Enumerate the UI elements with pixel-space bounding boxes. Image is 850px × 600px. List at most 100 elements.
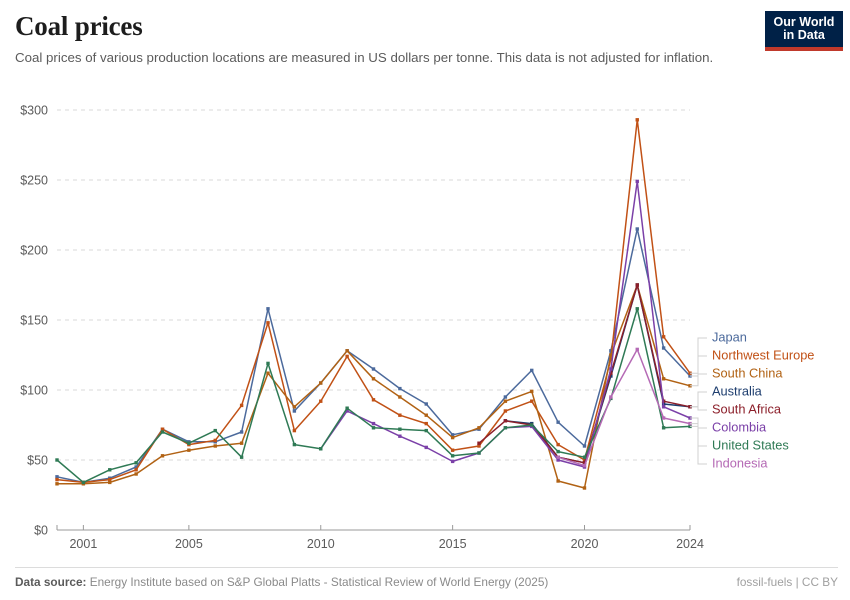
data-point[interactable] [609, 357, 613, 361]
data-point[interactable] [503, 395, 508, 399]
data-point[interactable] [424, 421, 428, 426]
data-point[interactable] [213, 444, 217, 448]
legend-item-indonesia[interactable]: Indonesia [712, 455, 768, 470]
data-point[interactable] [661, 377, 666, 381]
legend-item-colombia[interactable]: Colombia [712, 419, 767, 434]
line-chart-svg[interactable]: $0$50$100$150$200$250$300 2001 2005 2010 20… [0, 98, 850, 549]
data-series[interactable] [55, 118, 692, 490]
data-point[interactable] [55, 458, 59, 462]
series-united-states[interactable] [55, 307, 692, 485]
legend-item-united-states[interactable]: United States [712, 437, 789, 452]
series-australia[interactable] [503, 283, 692, 465]
data-point[interactable] [635, 227, 639, 231]
data-point[interactable] [239, 403, 244, 408]
data-point[interactable] [213, 438, 217, 443]
data-point[interactable] [450, 459, 455, 464]
footer-license[interactable]: fossil-fuels | CC BY [736, 574, 838, 589]
data-point[interactable] [266, 361, 270, 366]
series-line[interactable] [56, 284, 691, 489]
data-point[interactable] [266, 371, 270, 375]
data-point[interactable] [635, 179, 639, 184]
data-point[interactable] [530, 389, 534, 394]
data-point[interactable] [635, 347, 639, 352]
data-point[interactable] [292, 409, 297, 413]
data-point[interactable] [503, 399, 508, 403]
data-point[interactable] [319, 399, 323, 403]
data-point[interactable] [371, 426, 376, 430]
data-point[interactable] [424, 402, 428, 406]
data-point[interactable] [477, 441, 481, 445]
data-point[interactable] [635, 307, 639, 311]
data-point[interactable] [371, 398, 376, 402]
data-point[interactable] [450, 433, 455, 437]
data-point[interactable] [239, 441, 244, 445]
series-south-china[interactable] [55, 283, 692, 490]
data-point[interactable] [582, 486, 587, 490]
data-point[interactable] [582, 444, 587, 448]
data-point[interactable] [398, 434, 402, 438]
data-point[interactable] [450, 448, 455, 452]
data-point[interactable] [609, 371, 613, 375]
data-point[interactable] [477, 426, 481, 430]
data-point[interactable] [609, 349, 613, 353]
data-point[interactable] [556, 420, 560, 424]
data-point[interactable] [108, 480, 112, 485]
data-point[interactable] [609, 395, 613, 399]
data-point[interactable] [556, 458, 560, 462]
data-point[interactable] [292, 428, 297, 433]
series-line[interactable] [478, 284, 691, 464]
data-point[interactable] [187, 441, 191, 445]
data-point[interactable] [398, 427, 402, 431]
data-point[interactable] [477, 451, 481, 455]
data-point[interactable] [266, 307, 270, 311]
legend-item-northwest-europe[interactable]: Northwest Europe [712, 347, 814, 362]
data-point[interactable] [371, 377, 376, 381]
data-point[interactable] [424, 445, 428, 450]
data-point[interactable] [609, 353, 613, 357]
data-point[interactable] [55, 482, 59, 486]
data-point[interactable] [187, 448, 191, 452]
data-point[interactable] [530, 423, 534, 427]
data-point[interactable] [213, 428, 217, 433]
series-line[interactable] [56, 308, 691, 484]
series-line[interactable] [557, 348, 691, 467]
data-point[interactable] [503, 409, 508, 413]
data-point[interactable] [582, 458, 587, 462]
data-point[interactable] [371, 421, 376, 426]
data-point[interactable] [398, 395, 402, 399]
data-point[interactable] [319, 381, 323, 385]
data-point[interactable] [134, 461, 138, 465]
data-point[interactable] [503, 426, 508, 430]
legend-item-south-africa[interactable]: South Africa [712, 401, 782, 416]
data-point[interactable] [398, 413, 402, 417]
data-point[interactable] [345, 406, 349, 410]
data-point[interactable] [556, 479, 560, 483]
data-point[interactable] [424, 413, 428, 417]
data-point[interactable] [635, 283, 639, 287]
series-colombia[interactable] [319, 179, 692, 469]
data-point[interactable] [108, 477, 112, 482]
data-point[interactable] [503, 419, 508, 423]
data-point[interactable] [609, 367, 613, 371]
data-point[interactable] [556, 449, 560, 454]
data-point[interactable] [239, 455, 244, 459]
data-point[interactable] [134, 468, 138, 472]
data-point[interactable] [450, 435, 455, 440]
data-point[interactable] [661, 416, 666, 420]
data-point[interactable] [266, 321, 270, 325]
data-point[interactable] [530, 368, 534, 373]
data-point[interactable] [371, 367, 376, 371]
data-point[interactable] [319, 447, 323, 451]
data-point[interactable] [292, 405, 297, 409]
legend-item-japan[interactable]: Japan [712, 329, 747, 344]
data-point[interactable] [345, 409, 349, 413]
data-point[interactable] [556, 442, 560, 447]
data-point[interactable] [582, 461, 587, 465]
data-point[interactable] [108, 468, 112, 472]
data-point[interactable] [398, 386, 402, 391]
data-point[interactable] [635, 118, 639, 122]
data-point[interactable] [345, 349, 349, 353]
legend-item-australia[interactable]: Australia [712, 383, 763, 398]
data-point[interactable] [345, 354, 349, 359]
chart-legend[interactable]: Japan Northwest Europe South China Australi… [690, 329, 814, 470]
